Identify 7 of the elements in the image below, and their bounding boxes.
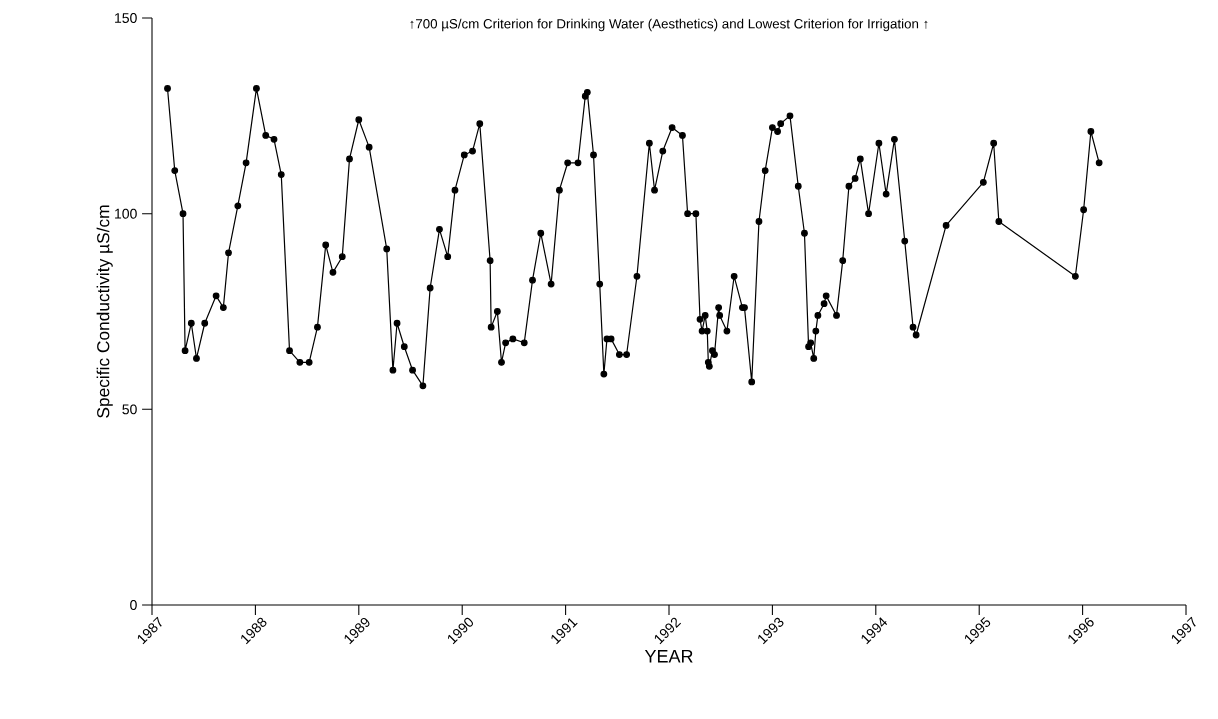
y-tick-label: 100 — [115, 208, 137, 219]
x-axis-title: YEAR — [644, 650, 693, 663]
y-tick-label: 150 — [115, 13, 137, 23]
chart-title: ↑700 µS/cm Criterion for Drinking Water (Aesthetics) and Lowest Criterion for Irrigation ↑ — [410, 18, 928, 32]
y-axis-title: Specific Conductivity µS/cm — [96, 205, 113, 418]
y-tick-label: 50 — [122, 404, 137, 415]
y-tick-label: 0 — [130, 600, 137, 610]
